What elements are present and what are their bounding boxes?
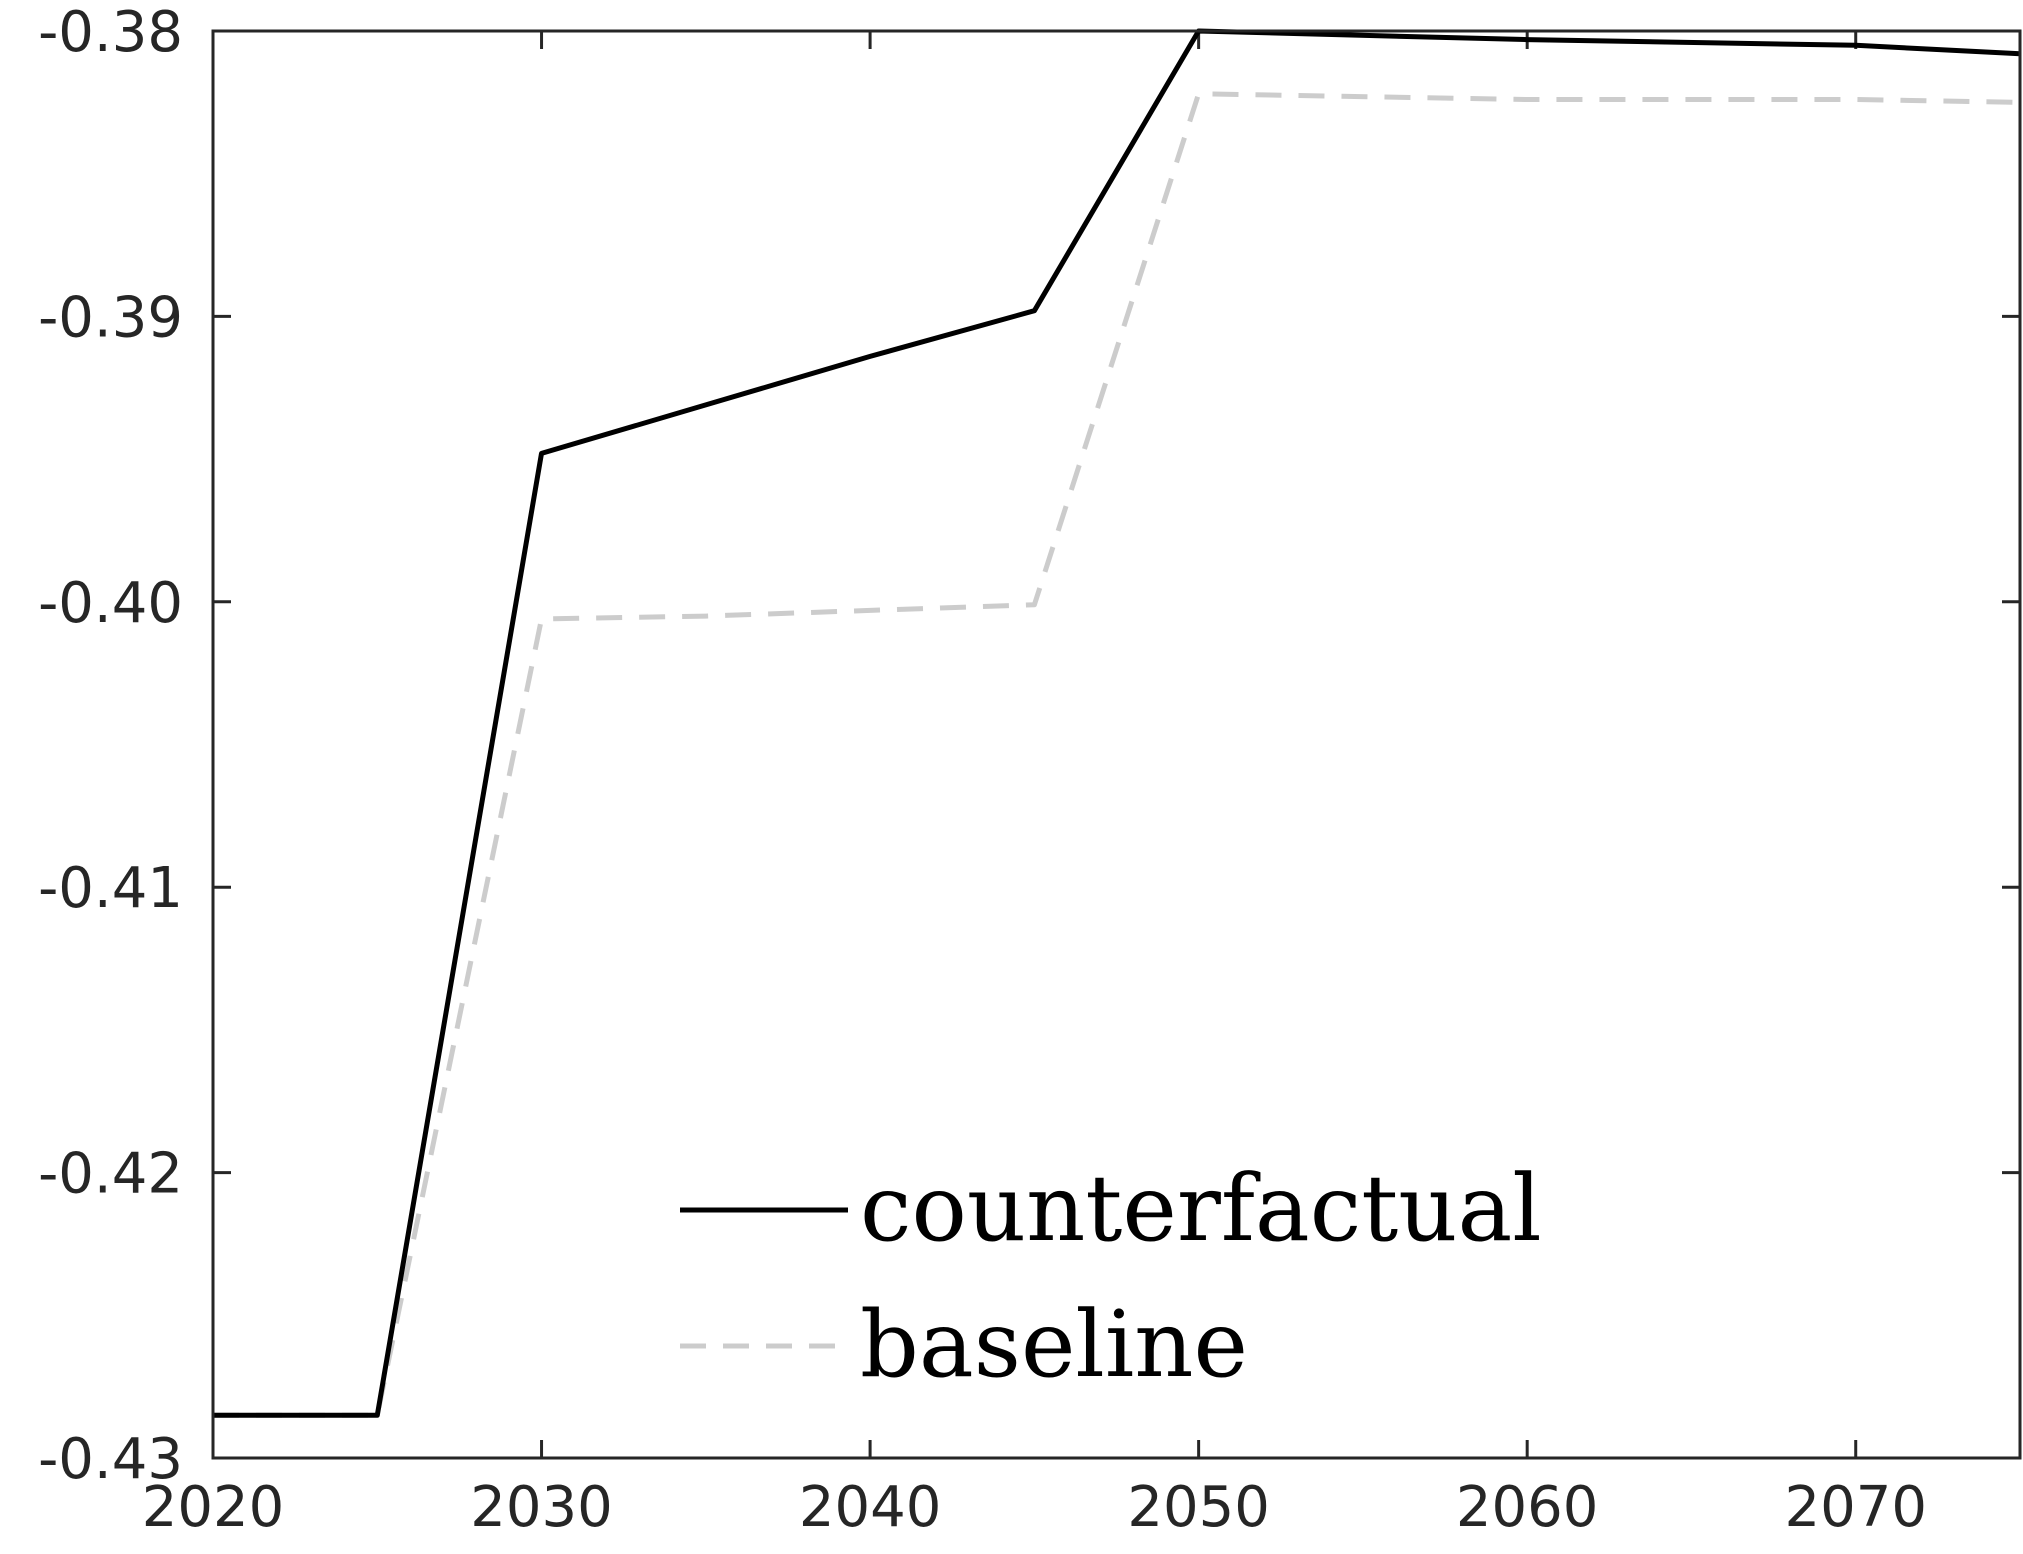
x-tick-label: 2020 (142, 1475, 285, 1540)
y-tick-label: -0.43 (38, 1427, 183, 1492)
y-tick-label: -0.38 (38, 0, 183, 65)
series-line-counterfactual (213, 28, 2021, 1418)
legend: counterfactual baseline (680, 1155, 1542, 1398)
y-tick-label: -0.40 (38, 571, 183, 636)
y-tick-label: -0.42 (38, 1142, 183, 1207)
plot-frame (211, 29, 2022, 1460)
x-tick-label: 2030 (470, 1475, 613, 1540)
plot-background (213, 31, 2020, 1458)
x-tick-label: 2060 (1456, 1475, 1599, 1540)
y-tick-label: -0.39 (38, 285, 183, 350)
x-tick-label: 2070 (1784, 1475, 1927, 1540)
legend-label-counterfactual: counterfactual (860, 1155, 1542, 1262)
x-tick-label: 2050 (1127, 1475, 1270, 1540)
y-tick-label: -0.41 (38, 856, 183, 921)
series-line-baseline (213, 91, 2021, 1418)
x-tick-label: 2040 (799, 1475, 942, 1540)
data-series (213, 28, 2021, 1418)
axis-tick-labels: 2020 2030 2040 2050 2060 2070 -0.38 -0.39 -0.40 -… (38, 0, 1927, 1540)
legend-label-baseline: baseline (860, 1291, 1248, 1398)
